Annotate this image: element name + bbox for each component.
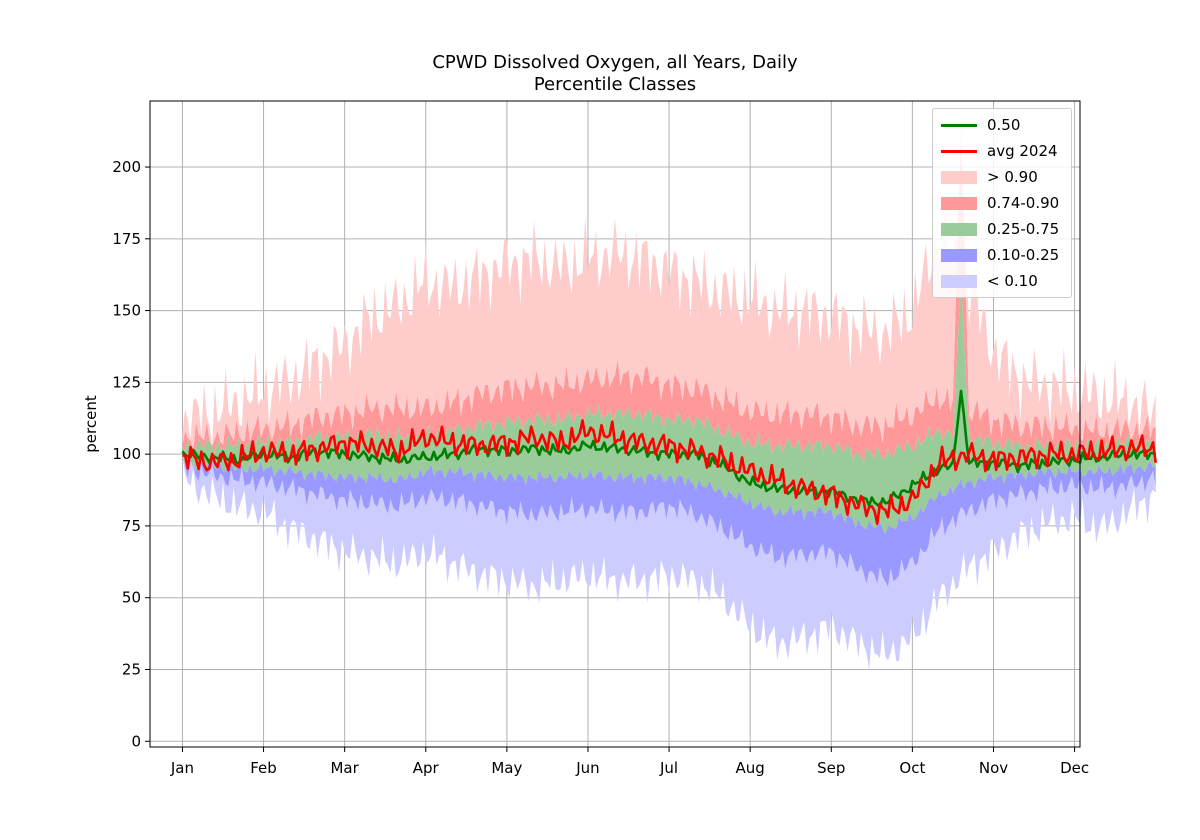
legend-label: > 0.90 <box>987 168 1038 186</box>
legend-label: 0.25-0.75 <box>987 220 1060 238</box>
x-tick-label: Aug <box>736 759 765 777</box>
y-tick-label: 0 <box>131 732 141 750</box>
y-tick-label: 175 <box>112 230 141 248</box>
legend-label: avg 2024 <box>987 142 1058 160</box>
y-tick-label: 200 <box>112 158 141 176</box>
legend-item: 0.25-0.75 <box>941 219 1059 239</box>
legend-label: 0.74-0.90 <box>987 194 1060 212</box>
x-axis-ticks: Jan Feb Mar Apr May Jun Jul Aug Sep Oct Nov Dec <box>170 747 1089 777</box>
percentile-bands <box>182 121 1156 670</box>
x-tick-label: Jun <box>575 759 599 777</box>
legend-item: < 0.10 <box>941 271 1038 291</box>
legend-swatch <box>941 274 977 288</box>
band-below-p10 <box>182 454 1156 670</box>
y-tick-label: 25 <box>122 660 141 678</box>
y-tick-label: 125 <box>112 373 141 391</box>
legend-label: 0.10-0.25 <box>987 246 1060 264</box>
legend-swatch <box>941 123 977 127</box>
legend-swatch <box>941 222 977 236</box>
x-tick-label: Sep <box>817 759 845 777</box>
chart-legend: 0.50 avg 2024 > 0.90 0.74-0.90 0.25-0.75 0.10… <box>932 108 1072 298</box>
legend-label: 0.50 <box>987 116 1021 134</box>
band-p74-p90 <box>182 132 1156 464</box>
legend-item: 0.10-0.25 <box>941 245 1059 265</box>
chart-title: CPWD Dissolved Oxygen, all Years, Daily <box>432 52 798 73</box>
band-above-p90 <box>182 121 1156 452</box>
y-tick-label: 75 <box>122 517 141 535</box>
y-tick-label: 150 <box>112 302 141 320</box>
legend-swatch <box>941 196 977 210</box>
x-tick-label: Jan <box>170 759 194 777</box>
legend-item: 0.50 <box>941 115 1020 135</box>
x-tick-label: Oct <box>899 759 925 777</box>
x-tick-label: Nov <box>979 759 1008 777</box>
chart-subtitle: Percentile Classes <box>533 74 697 95</box>
median-line <box>181 389 1157 509</box>
avg-2024-line <box>182 419 1157 526</box>
legend-item: > 0.90 <box>941 167 1038 187</box>
legend-item: 0.74-0.90 <box>941 193 1059 213</box>
legend-item: avg 2024 <box>941 141 1058 161</box>
y-axis-label: percent <box>82 395 100 453</box>
legend-label: < 0.10 <box>987 272 1038 290</box>
legend-swatch <box>941 149 977 153</box>
legend-swatch <box>941 248 977 262</box>
band-p10-p25 <box>182 453 1156 587</box>
legend-swatch <box>941 170 977 184</box>
series-lines <box>181 389 1157 526</box>
x-tick-label: Apr <box>413 759 440 777</box>
x-tick-label: May <box>491 759 522 777</box>
x-tick-label: Dec <box>1060 759 1089 777</box>
y-tick-label: 100 <box>112 445 141 463</box>
plot-frame <box>149 100 1081 748</box>
y-axis-ticks: 0 25 50 75 100 125 150 175 200 <box>112 158 150 750</box>
band-p25-p75 <box>182 281 1156 535</box>
x-tick-label: Jul <box>659 759 678 777</box>
y-tick-label: 50 <box>122 589 141 607</box>
x-tick-label: Mar <box>330 759 359 777</box>
x-tick-label: Feb <box>250 759 277 777</box>
